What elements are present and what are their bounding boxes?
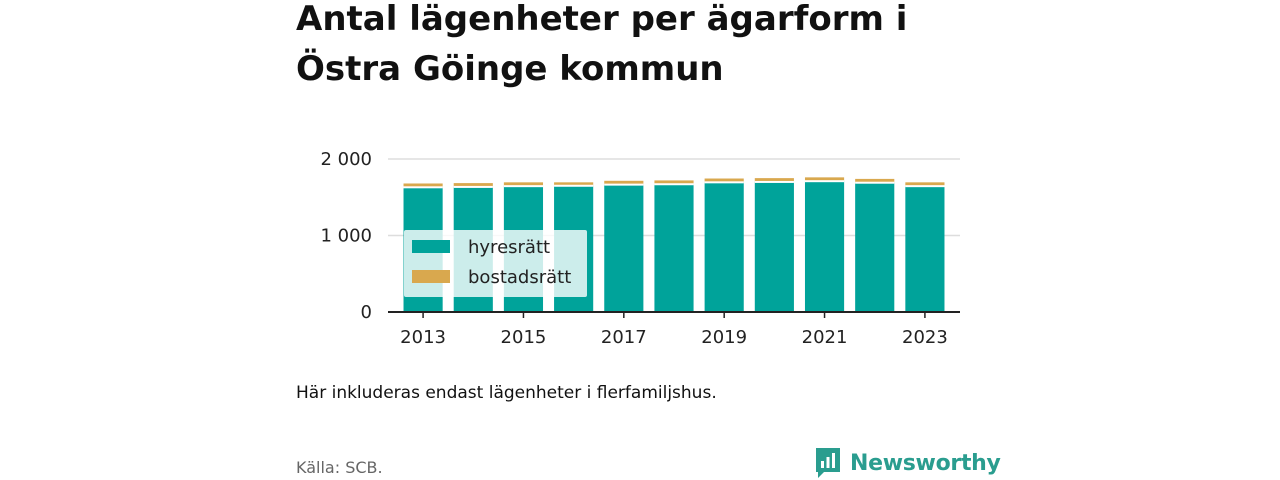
x-tick-label: 2015 xyxy=(501,327,547,348)
y-tick-label: 1 000 xyxy=(320,226,372,247)
legend-label: bostadsrätt xyxy=(468,267,571,288)
segment-separator xyxy=(754,180,794,183)
newsworthy-logo-icon xyxy=(816,448,840,478)
segment-separator xyxy=(804,180,845,183)
y-tick-label: 0 xyxy=(361,302,372,323)
bar-hyresratt xyxy=(654,184,694,312)
bar-bostadsratt xyxy=(804,177,845,182)
brand-name: Newsworthy xyxy=(850,450,1001,476)
bar-bostadsratt xyxy=(403,183,443,188)
segment-separator xyxy=(503,185,544,188)
chart-note: Här inkluderas endast lägenheter i flerf… xyxy=(296,383,717,403)
legend-swatch xyxy=(412,270,450,283)
bar-bostadsratt xyxy=(453,183,493,187)
x-tick-label: 2023 xyxy=(902,327,948,348)
segment-separator xyxy=(554,184,594,187)
bar-bostadsratt xyxy=(654,180,694,185)
bar-bostadsratt xyxy=(855,178,895,183)
segment-separator xyxy=(855,181,895,184)
bar-hyresratt xyxy=(704,182,744,312)
axes: 0 1 000 2 000 2013 2015 2017 2019 2021 2023 xyxy=(320,149,960,348)
bar-bostadsratt xyxy=(503,182,544,187)
bar-hyresratt xyxy=(754,181,794,312)
legend-swatch xyxy=(412,240,450,253)
segment-separator xyxy=(403,186,443,189)
segment-separator xyxy=(704,181,744,184)
segment-separator xyxy=(905,185,945,188)
legend: hyresrätt bostadsrätt xyxy=(404,230,587,297)
bar-hyresratt xyxy=(905,186,945,312)
y-tick-label: 2 000 xyxy=(320,149,372,170)
bar-bostadsratt xyxy=(554,182,594,186)
bar-bostadsratt xyxy=(754,178,794,182)
bar-bostadsratt xyxy=(704,178,744,183)
bar-chart: 0 1 000 2 000 2013 2015 2017 2019 2021 2023 hyre… xyxy=(320,149,960,348)
x-tick-label: 2019 xyxy=(701,327,747,348)
x-tick-label: 2021 xyxy=(802,327,848,348)
bar-hyresratt xyxy=(855,182,895,312)
x-tick-label: 2017 xyxy=(601,327,647,348)
newsworthy-logo[interactable]: Newsworthy xyxy=(814,446,1001,480)
x-tick-label: 2013 xyxy=(400,327,446,348)
legend-label: hyresrätt xyxy=(468,237,550,258)
chart-title: Antal lägenheter per ägarform i Östra Gö… xyxy=(296,0,908,89)
segment-separator xyxy=(654,183,694,186)
bar-hyresratt xyxy=(804,181,845,312)
segment-separator xyxy=(453,185,493,188)
bar-bostadsratt xyxy=(604,180,644,185)
bar-hyresratt xyxy=(604,184,644,312)
bar-bostadsratt xyxy=(905,182,945,187)
source-credit: Källa: SCB. xyxy=(296,458,383,477)
segment-separator xyxy=(604,183,644,186)
